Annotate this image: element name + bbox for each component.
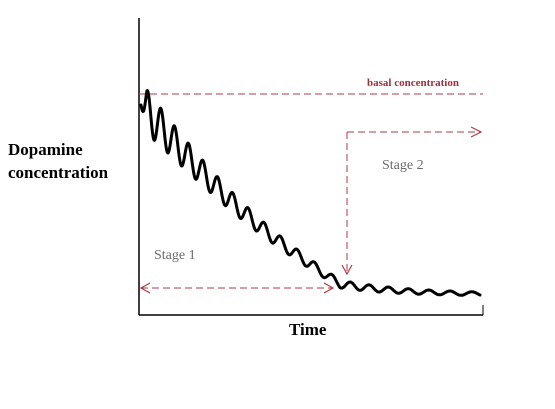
stage2-down-arrowhead (341, 264, 353, 276)
x-axis-label: Time (289, 320, 327, 339)
stage1-arrowhead-left (139, 282, 151, 294)
stage1-label: Stage 1 (154, 248, 196, 263)
dopamine-curve (139, 89, 482, 297)
y-axis-label: Dopamine concentration (8, 140, 109, 182)
stage1-arrowhead-right (323, 282, 335, 294)
basal-concentration-label: basal concentration (367, 77, 459, 89)
stage2-label: Stage 2 (382, 158, 424, 173)
stage2-right-arrowhead (470, 126, 483, 138)
